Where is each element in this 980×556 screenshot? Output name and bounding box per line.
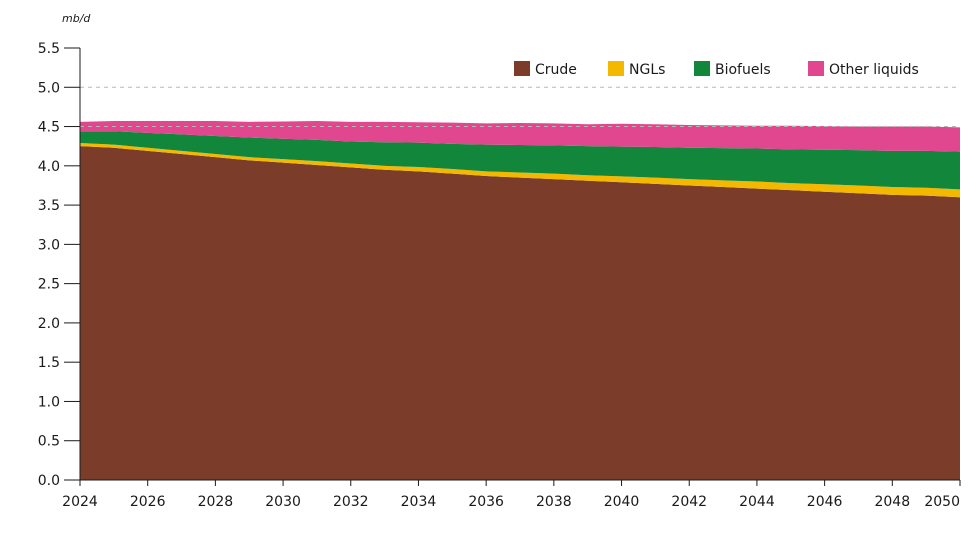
legend-swatch-2 bbox=[694, 61, 710, 76]
unit-label: mb/d bbox=[62, 12, 91, 25]
y-tick-label: 1.0 bbox=[38, 394, 60, 410]
x-tick-label: 2046 bbox=[807, 494, 843, 510]
area-series-2 bbox=[80, 131, 960, 190]
y-tick-label: 5.0 bbox=[38, 80, 60, 96]
x-tick-label: 2034 bbox=[401, 494, 437, 510]
x-tick-label: 2024 bbox=[62, 494, 98, 510]
legend-swatch-1 bbox=[608, 61, 624, 76]
x-tick-label: 2044 bbox=[739, 494, 775, 510]
x-tick-label: 2040 bbox=[604, 494, 640, 510]
y-tick-label: 0.0 bbox=[38, 473, 60, 489]
y-tick-label: 1.5 bbox=[38, 355, 60, 371]
y-tick-label: 3.5 bbox=[38, 198, 60, 214]
y-tick-label: 2.5 bbox=[38, 277, 60, 293]
legend-label-1: NGLs bbox=[629, 62, 665, 78]
gridlines bbox=[80, 86, 960, 128]
axes: 0.0 0.5 1.0 1.5 2.0 2.5 3.0 3.5 4.0 4.5 5.0 5.5 2024… bbox=[38, 41, 961, 510]
y-tick-label: 3.0 bbox=[38, 237, 60, 253]
y-tick-label: 5.5 bbox=[38, 41, 60, 57]
x-tick-label: 2048 bbox=[874, 494, 910, 510]
y-tick-label: 2.0 bbox=[38, 316, 60, 332]
legend-label-2: Biofuels bbox=[715, 62, 771, 78]
x-tick-label: 2030 bbox=[265, 494, 301, 510]
area-series-0 bbox=[80, 146, 960, 480]
legend-swatch-3 bbox=[808, 61, 824, 76]
x-tick-label: 2026 bbox=[130, 494, 166, 510]
y-tick-label: 0.5 bbox=[38, 434, 60, 450]
legend-label-3: Other liquids bbox=[829, 62, 919, 78]
x-tick-label: 2032 bbox=[333, 494, 369, 510]
plot-area bbox=[80, 121, 960, 480]
y-tick-label: 4.0 bbox=[38, 159, 60, 175]
legend-label-0: Crude bbox=[535, 62, 577, 78]
area-series-1 bbox=[80, 143, 960, 198]
legend: Crude NGLs Biofuels Other liquids bbox=[514, 61, 919, 78]
x-tick-label: 2028 bbox=[198, 494, 234, 510]
legend-swatch-0 bbox=[514, 61, 530, 76]
area-series-3 bbox=[80, 121, 960, 152]
x-tick-label: 2050 bbox=[924, 494, 960, 510]
x-tick-label: 2038 bbox=[536, 494, 572, 510]
y-tick-label: 4.5 bbox=[38, 120, 60, 136]
x-tick-label: 2042 bbox=[671, 494, 707, 510]
x-tick-label: 2036 bbox=[468, 494, 504, 510]
